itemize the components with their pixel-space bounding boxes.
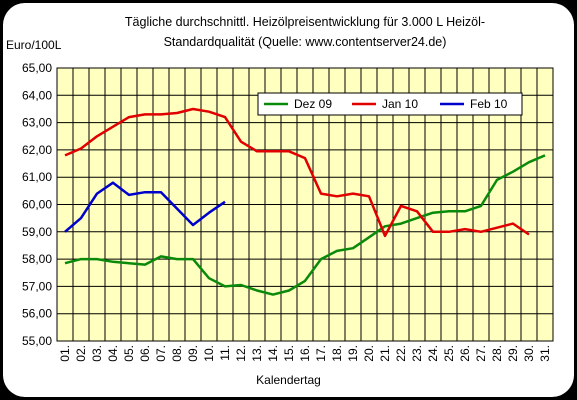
legend-label: Jan 10 xyxy=(382,97,418,111)
x-tick-label: 10. xyxy=(202,345,216,362)
series-line-feb-10 xyxy=(64,181,226,233)
x-tick-label: 31. xyxy=(538,345,552,362)
y-tick-label: 58,00 xyxy=(22,252,52,266)
series-line-jan-10 xyxy=(64,107,530,238)
series-layer xyxy=(64,107,546,296)
x-tick-label: 18. xyxy=(330,345,344,362)
y-tick-label: 56,00 xyxy=(22,307,52,321)
y-axis-label: Euro/100L xyxy=(6,38,62,52)
x-tick-label: 19. xyxy=(346,345,360,362)
y-tick-label: 61,00 xyxy=(22,170,52,184)
y-tick-label: 63,00 xyxy=(22,116,52,130)
x-tick-label: 04. xyxy=(106,345,120,362)
chart-title-line-1: Tägliche durchschnittl. Heizölpreisentwi… xyxy=(124,15,486,29)
x-tick-label: 03. xyxy=(90,345,104,362)
y-tick-label: 64,00 xyxy=(22,88,52,102)
series-line-dez-09 xyxy=(64,154,546,296)
x-tick-label: 08. xyxy=(170,345,184,362)
x-tick-label: 17. xyxy=(314,345,328,362)
y-tick-label: 60,00 xyxy=(22,198,52,212)
x-tick-label: 12. xyxy=(234,345,248,362)
x-tick-label: 11. xyxy=(218,345,232,361)
x-tick-label: 23. xyxy=(410,345,424,362)
y-tick-label: 55,00 xyxy=(22,334,52,348)
x-tick-label: 06. xyxy=(138,345,152,362)
x-tick-label: 29. xyxy=(506,345,520,362)
x-tick-label: 24. xyxy=(426,345,440,362)
x-tick-label: 21. xyxy=(378,345,392,362)
x-tick-label: 01. xyxy=(58,345,72,362)
x-tick-label: 20. xyxy=(362,345,376,362)
y-tick-label: 65,00 xyxy=(22,61,52,75)
x-tick-label: 22. xyxy=(394,345,408,362)
legend: Dez 09 Jan 10 Feb 10 xyxy=(257,92,523,116)
y-tick-label: 62,00 xyxy=(22,143,52,157)
chart-title-line-2: Standardqualität (Quelle: www.contentser… xyxy=(163,35,447,49)
x-tick-label: 13. xyxy=(250,345,264,362)
x-tick-label: 14. xyxy=(266,345,280,362)
legend-label: Feb 10 xyxy=(470,97,508,111)
x-tick-label: 02. xyxy=(74,345,88,362)
x-tick-label: 07. xyxy=(154,345,168,362)
x-tick-label: 25. xyxy=(442,345,456,362)
y-tick-label: 57,00 xyxy=(22,279,52,293)
x-tick-labels: 01. 02. 03. 04. 05. 06. 07. 08. 09. 10. 11. 12. 13. 1… xyxy=(58,345,552,362)
x-tick-label: 30. xyxy=(522,345,536,362)
y-tick-labels: 55,00 56,00 57,00 58,00 59,00 60,00 61,00 62,00… xyxy=(22,61,52,348)
x-tick-label: 09. xyxy=(186,345,200,362)
y-tick-label: 59,00 xyxy=(22,225,52,239)
x-tick-label: 15. xyxy=(282,345,296,362)
x-tick-label: 28. xyxy=(490,345,504,362)
x-axis-label: Kalendertag xyxy=(256,373,321,387)
x-tick-label: 16. xyxy=(298,345,312,362)
axes xyxy=(56,67,554,342)
x-tick-label: 26. xyxy=(458,345,472,362)
x-tick-label: 27. xyxy=(474,345,488,362)
x-tick-label: 05. xyxy=(122,345,136,362)
legend-box xyxy=(257,92,523,116)
plot-border xyxy=(56,67,554,342)
legend-label: Dez 09 xyxy=(294,97,332,111)
